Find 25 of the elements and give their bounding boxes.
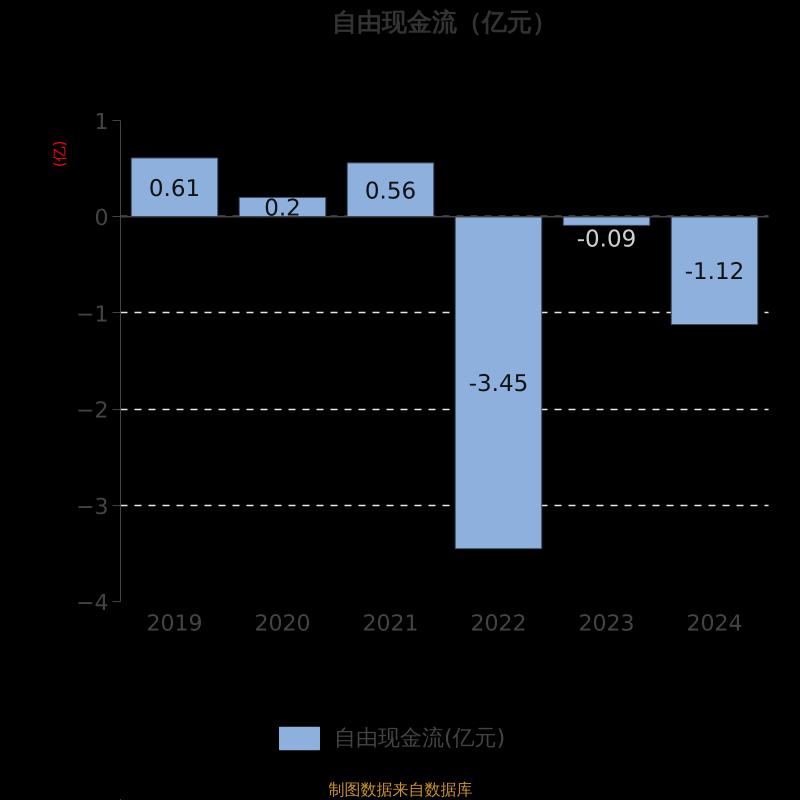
legend-label: 自由现金流(亿元) [334,725,506,753]
bar [346,162,434,218]
y-tick-label: 1 [94,110,109,135]
x-tick-label: 2022 [470,612,527,636]
data-label: 0.56 [364,178,416,204]
text: 制图数据来自数据库 [328,780,472,799]
y-tick-label: −3 [76,494,109,520]
y-tick-label: −1 [76,302,109,328]
bar [670,216,758,325]
data-label: -1.12 [684,259,744,286]
x-tick-label: 2024 [686,612,743,636]
y-tick-label: 0 [94,206,109,232]
data-label: 0.2 [264,196,301,222]
y-axis-title: (亿) [50,140,68,168]
y-tick-label: −4 [76,591,109,616]
x-tick-label: 2023 [578,612,635,636]
data-label: 0.61 [148,176,200,202]
y-tick-label: −2 [76,398,109,424]
x-tick-label: 2020 [254,612,311,636]
data-label: -3.45 [468,371,528,398]
x-tick-label: 2019 [146,612,203,636]
bar [130,158,218,218]
data-label: -0.09 [576,226,636,252]
x-tick-label: 2021 [362,612,419,636]
bar [454,216,542,550]
